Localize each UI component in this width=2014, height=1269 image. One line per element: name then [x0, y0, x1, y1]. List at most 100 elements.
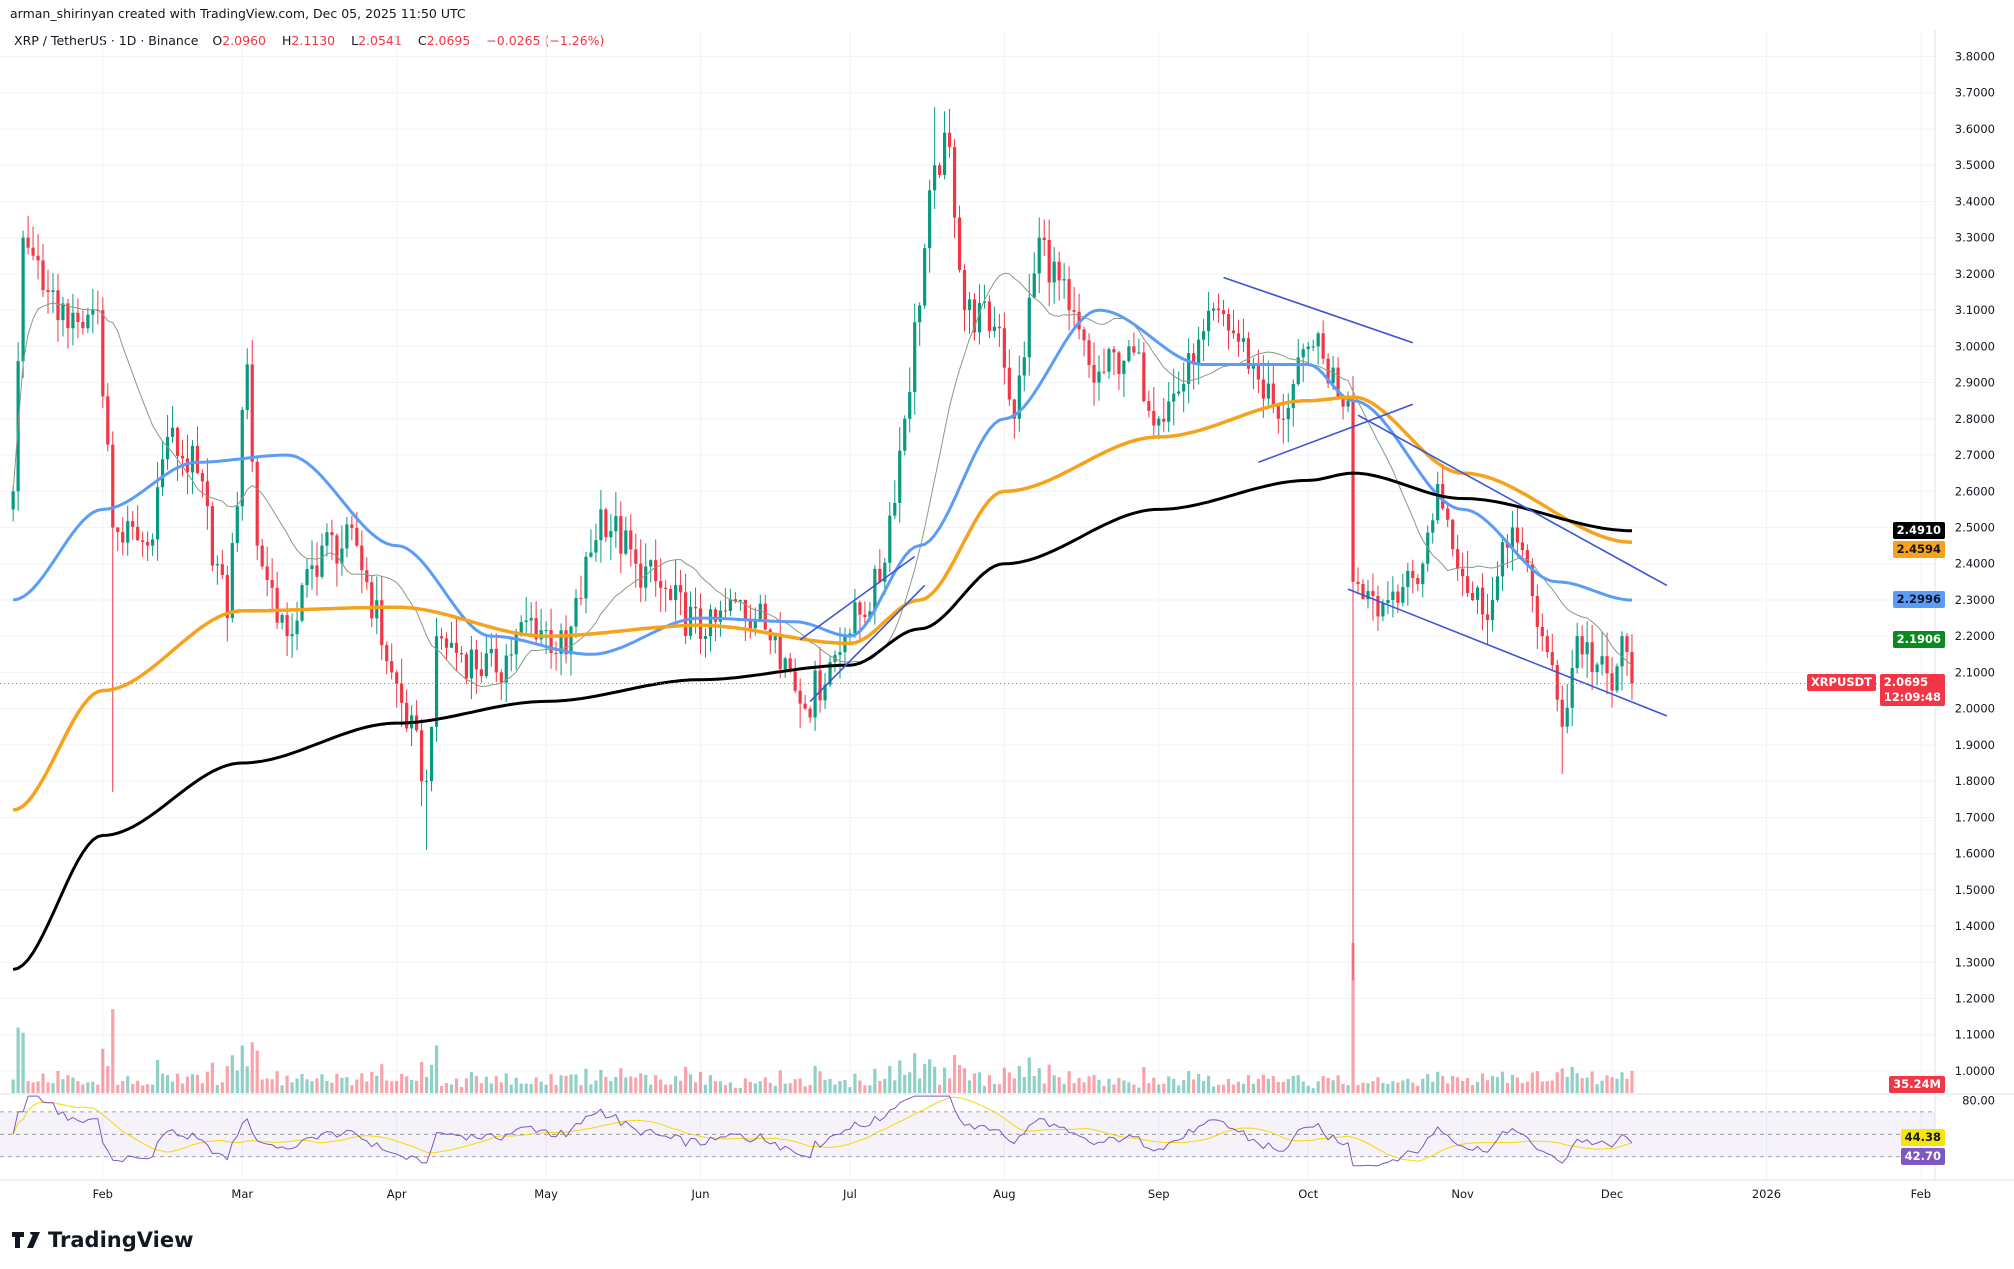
candle-body — [1605, 656, 1609, 674]
candle — [1545, 629, 1549, 658]
candle — [564, 615, 568, 664]
volume-bar — [1500, 1071, 1505, 1093]
volume-bar — [1057, 1077, 1061, 1093]
volume-bar — [160, 1073, 165, 1093]
candle-body — [898, 450, 902, 503]
volume-bar — [295, 1078, 299, 1093]
candle — [678, 569, 683, 616]
price-tick-label: 1.5000 — [1955, 883, 1995, 897]
volume-bar — [589, 1084, 593, 1093]
volume-bar — [260, 1079, 264, 1093]
candle-body — [1470, 592, 1475, 600]
volume-bar — [155, 1059, 160, 1093]
candle — [659, 558, 663, 613]
candle — [589, 529, 593, 558]
volume-bar — [773, 1085, 777, 1093]
candle — [908, 367, 912, 433]
candle — [1107, 347, 1111, 379]
candle — [165, 414, 170, 470]
price-tick-label: 1.0000 — [1955, 1064, 1995, 1078]
volume-bar — [1192, 1079, 1196, 1093]
candle — [1062, 263, 1066, 299]
volume-bar — [365, 1081, 369, 1093]
candle — [1256, 349, 1260, 394]
volume-bar — [843, 1079, 847, 1093]
candle — [798, 678, 802, 728]
candle — [614, 492, 618, 548]
candle-body — [1017, 375, 1021, 419]
candle-body — [529, 618, 533, 621]
volume-bar — [933, 1066, 937, 1093]
ohlc-open: O2.0960 — [212, 33, 272, 48]
candle — [46, 269, 50, 314]
volume-bar — [1346, 1085, 1350, 1093]
trendline — [799, 555, 916, 641]
candle — [539, 608, 543, 647]
candle-body — [913, 322, 917, 392]
volume-bar — [1436, 1071, 1440, 1093]
candle — [1346, 391, 1350, 413]
volume-bar — [210, 1062, 214, 1093]
candle — [1436, 471, 1440, 524]
ohlc-close-label: C — [417, 33, 427, 48]
volume-bar — [1132, 1084, 1136, 1093]
candle — [1202, 318, 1206, 361]
candle — [723, 587, 728, 619]
candle-body — [185, 458, 190, 473]
candle-body — [1117, 352, 1121, 374]
chart-credit: arman_shirinyan created with TradingView… — [10, 6, 466, 21]
candle-body — [66, 303, 70, 329]
candle — [1441, 464, 1445, 511]
candle — [1386, 581, 1390, 615]
candle — [1052, 247, 1056, 304]
candle-body — [957, 217, 962, 270]
volume-bar — [1475, 1082, 1480, 1093]
symbol-title[interactable]: XRP / TetherUS · 1D · Binance — [14, 33, 199, 48]
candle-body — [454, 642, 459, 653]
volume-bar — [131, 1083, 135, 1093]
candle-body — [1351, 400, 1355, 582]
ma50-price-badge: 2.2996 — [1892, 591, 1945, 609]
tradingview-logo[interactable]: TradingView — [12, 1228, 193, 1252]
candle-body — [1192, 353, 1196, 365]
volume-bar — [788, 1083, 792, 1093]
candle — [683, 573, 688, 644]
ma50-line — [12, 308, 1633, 656]
candle-body — [1311, 346, 1315, 348]
volume-bar — [639, 1073, 643, 1093]
volume-bar — [350, 1085, 354, 1093]
volume-bar — [205, 1071, 210, 1093]
candle-body — [1007, 367, 1011, 400]
price-tick-label: 2.1000 — [1955, 665, 1995, 679]
volume-bar — [614, 1076, 618, 1093]
candle-body — [1256, 364, 1260, 380]
candle — [250, 340, 254, 473]
candle — [1037, 217, 1041, 294]
candle-body — [31, 247, 35, 256]
price-tick-label: 2.8000 — [1955, 412, 1995, 426]
candle-body — [190, 445, 195, 473]
candle-body — [429, 726, 434, 782]
candle — [469, 636, 473, 700]
volume-bar — [1107, 1078, 1111, 1093]
candle-body — [1037, 237, 1041, 274]
volume-bar — [375, 1075, 379, 1093]
candle-body — [1361, 583, 1365, 600]
rsi-tick-label: 80.00 — [1962, 1094, 1995, 1108]
candle — [66, 298, 70, 349]
volume-bar — [439, 1085, 444, 1093]
candle-body — [1072, 310, 1076, 312]
candle — [634, 533, 638, 588]
candle — [439, 627, 444, 650]
volume-bar — [564, 1075, 568, 1093]
candle — [1371, 573, 1375, 621]
candle-body — [230, 543, 234, 619]
candle — [1311, 339, 1315, 352]
volume-bar — [1142, 1067, 1146, 1093]
candle — [1147, 390, 1151, 418]
volume-bar — [335, 1073, 339, 1093]
volume-bar — [873, 1068, 877, 1093]
candle — [1431, 513, 1435, 544]
volume-bar — [908, 1072, 912, 1093]
